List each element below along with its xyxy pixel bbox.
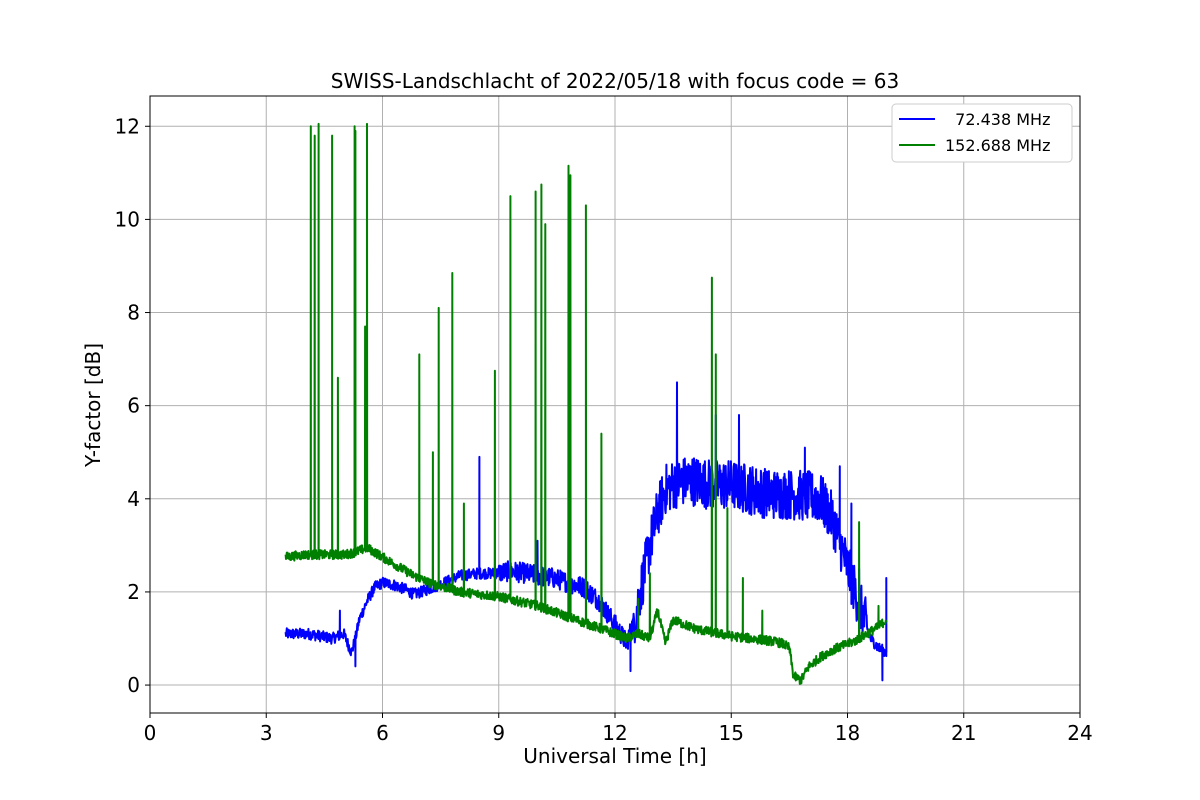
y-tick-label: 4 <box>127 487 140 511</box>
y-tick-label: 8 <box>127 301 140 325</box>
y-tick-label: 12 <box>115 114 140 138</box>
y-tick-label: 10 <box>115 207 140 231</box>
legend-box <box>891 103 1073 163</box>
x-tick-label: 24 <box>1067 721 1092 745</box>
x-tick-label: 6 <box>376 721 389 745</box>
x-tick-label: 15 <box>719 721 744 745</box>
x-tick-label: 0 <box>144 721 157 745</box>
x-axis-ticks: 0 3 6 9 12 15 18 21 24 <box>144 713 1093 745</box>
y-tick-label: 0 <box>127 673 140 697</box>
chart-title: SWISS-Landschlacht of 2022/05/18 with fo… <box>331 69 899 93</box>
legend: 72.438 MHz 152.688 MHz <box>891 103 1073 163</box>
x-tick-label: 21 <box>951 721 976 745</box>
y-tick-label: 2 <box>127 580 140 604</box>
x-tick-label: 9 <box>492 721 505 745</box>
series-layer <box>284 122 888 685</box>
y-axis-ticks: 0 2 4 6 8 10 12 <box>115 114 150 697</box>
x-tick-label: 12 <box>602 721 627 745</box>
y-tick-label: 6 <box>127 394 140 418</box>
x-tick-label: 18 <box>835 721 860 745</box>
y-axis-label: Y-factor [dB] <box>81 343 105 468</box>
x-tick-label: 3 <box>260 721 273 745</box>
series-line-152mhz <box>284 122 888 685</box>
x-axis-label: Universal Time [h] <box>523 744 706 768</box>
series-line-72mhz <box>284 381 888 682</box>
legend-label-72mhz: 72.438 MHz <box>945 110 1050 129</box>
legend-label-152mhz: 152.688 MHz <box>945 136 1050 155</box>
